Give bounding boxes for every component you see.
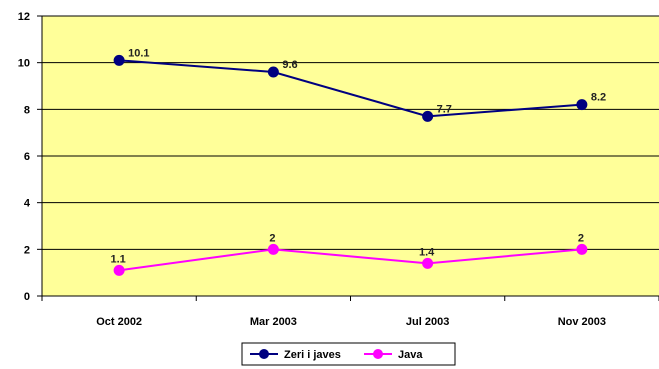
data-point	[267, 66, 279, 78]
data-point	[113, 264, 125, 276]
y-tick-label: 4	[24, 198, 31, 210]
data-label: 2	[578, 232, 584, 244]
x-tick-label: Oct 2002	[96, 316, 142, 328]
data-labels: 10.1 9.6 7.7 8.2 1.1 2 1.4 2	[110, 47, 606, 265]
series-line-0	[119, 59, 582, 118]
y-tick-label: 12	[18, 11, 30, 23]
x-tick-label: Nov 2003	[558, 316, 606, 328]
data-point	[422, 110, 434, 122]
data-label: 1.4	[419, 246, 435, 258]
legend-label: Java	[398, 349, 423, 361]
data-label: 2	[269, 232, 275, 244]
data-point	[576, 243, 588, 255]
data-label: 9.6	[282, 59, 297, 71]
legend-marker	[373, 349, 383, 359]
data-point	[422, 257, 434, 269]
legend-label: Zeri i javes	[284, 349, 341, 361]
gridlines	[42, 15, 659, 250]
data-label: 10.1	[128, 47, 149, 59]
x-tick-label: Mar 2003	[250, 316, 297, 328]
legend: Zeri i javes Java	[241, 342, 456, 366]
y-tick-label: 2	[24, 244, 30, 256]
y-tick-label: 6	[24, 151, 30, 163]
series-line-1	[118, 248, 582, 272]
data-point	[267, 243, 279, 255]
data-point	[113, 54, 125, 66]
axes: 0 2 4 6 8 10 12 Oct 2002 Mar 2003 Jul 2003 Nov 200…	[18, 11, 659, 328]
data-label: 7.7	[437, 103, 452, 115]
series-group	[113, 54, 588, 276]
data-label: 8.2	[591, 92, 606, 104]
data-label: 1.1	[110, 253, 125, 265]
x-tick-label: Jul 2003	[406, 316, 449, 328]
y-tick-label: 8	[24, 104, 30, 116]
legend-marker	[259, 349, 269, 359]
data-point	[576, 99, 588, 111]
y-tick-label: 0	[24, 291, 30, 303]
legend-box	[241, 342, 456, 366]
y-tick-label: 10	[18, 58, 30, 70]
